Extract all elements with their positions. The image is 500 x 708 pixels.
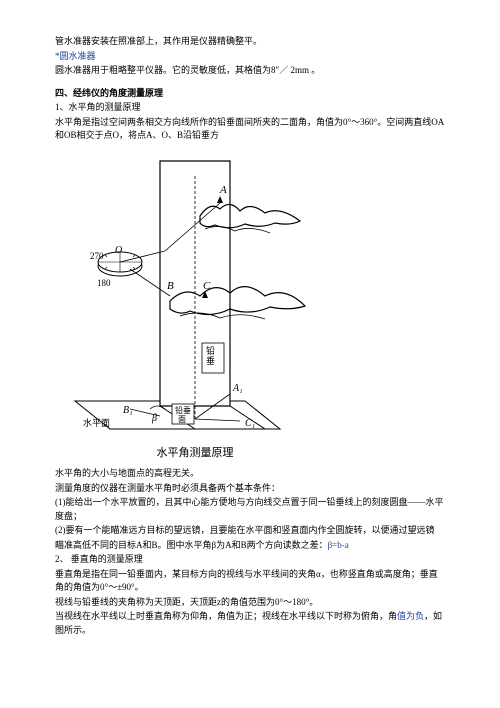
header-line3: 圆水准器用于粗略整平仪器。它的灵敏度低，其格值为8″／ 2mm 。	[55, 64, 445, 78]
label-180: 180	[97, 278, 111, 288]
label-a1: A₁	[232, 383, 243, 394]
p2: 测量角度的仪器在测量水平角时必须具备两个基本条件：	[55, 482, 445, 496]
label-a: A	[219, 184, 227, 196]
header-line1: 管水准器安装在照准部上，其作用是仪器精确整平。	[55, 35, 445, 49]
p1: 水平角的大小与地面点的高程无关。	[55, 467, 445, 481]
p8: 当视线在水平线以上时垂直角称为仰角，角值为正；视线在水平线以下时称为俯角，角值为…	[55, 610, 445, 637]
label-c: C	[203, 280, 211, 292]
horizontal-angle-diagram: 270 180 O A B C 铅 垂 A₁ B₁ β 铅垂 面 C₁ 水平面	[65, 151, 325, 441]
p5: 瞄准高低不同的目标A和B。图中水平角β为A和B两个方向读数之差：β=b-a	[55, 539, 445, 553]
p3: (1)能给出一个水平放置的，且其中心能方便地与方向线交点置于同一铅垂线上的刻度圆…	[55, 496, 445, 523]
label-b1: B₁	[123, 405, 133, 416]
label-b: B	[167, 280, 174, 292]
label-270: 270	[90, 251, 104, 261]
section4-title: 四、经纬仪的角度测量原理	[55, 87, 445, 101]
svg-text:铅垂: 铅垂	[175, 405, 191, 415]
sub1-text: 水平角是指过空间两条相交方向线所作的铅垂面间所夹的二面角，角值为0°～360°。…	[55, 116, 445, 143]
header-line2: *圆水准器	[55, 50, 445, 64]
diagram-caption: 水平角测量原理	[65, 445, 325, 462]
sub2-title: 2、 垂直角的测量原理	[55, 553, 445, 567]
p6: 垂直角是指在同一铅垂面内，某目标方向的视线与水平线间的夹角α，也称竖直角或高度角…	[55, 568, 445, 595]
label-beta: β	[151, 413, 157, 424]
p7: 视线与铅垂线的夹角称为天顶距，天顶距z的角值范围为0°～180°。	[55, 596, 445, 610]
label-c1: C₁	[245, 418, 255, 429]
label-o: O	[115, 245, 122, 256]
sub1-title: 1、水平角的测量原理	[55, 101, 445, 115]
svg-text:面: 面	[178, 415, 186, 424]
label-hplane: 水平面	[83, 417, 110, 428]
svg-text:垂: 垂	[206, 355, 215, 366]
label-plumb: 铅	[206, 345, 215, 356]
p4: (2)要有一个能瞄准远方目标的望远镜，且要能在水平面和竖直面内作全圆旋转，以便通…	[55, 524, 445, 538]
